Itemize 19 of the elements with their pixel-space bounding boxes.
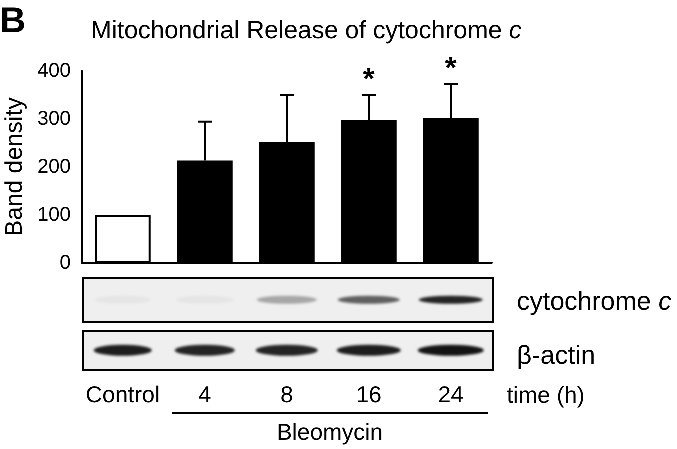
text: Bleomycin — [276, 419, 384, 445]
x-tick-label: 8 — [280, 382, 294, 408]
y-axis-title: Band density — [1, 98, 28, 236]
y-tick-label: 100 — [38, 204, 71, 226]
annotation: * — [445, 52, 458, 85]
y-tick-label: 300 — [38, 108, 71, 130]
text: β-actin — [517, 340, 596, 370]
x-tick-label: Control — [86, 382, 160, 408]
x-axis-title: time (h) — [507, 382, 585, 408]
text: cytochrome c — [517, 286, 672, 316]
x-tick-label: 4 — [198, 382, 212, 408]
text: B — [0, 0, 26, 40]
annotation: * — [363, 62, 376, 96]
x-tick-label: 16 — [356, 382, 382, 408]
y-tick-label: 0 — [60, 252, 71, 274]
y-tick-label: 400 — [38, 60, 71, 82]
chart-title: Mitochondrial Release of cytochrome c — [91, 16, 522, 44]
y-tick-label: 200 — [38, 156, 71, 178]
x-tick-label: 24 — [438, 382, 464, 408]
